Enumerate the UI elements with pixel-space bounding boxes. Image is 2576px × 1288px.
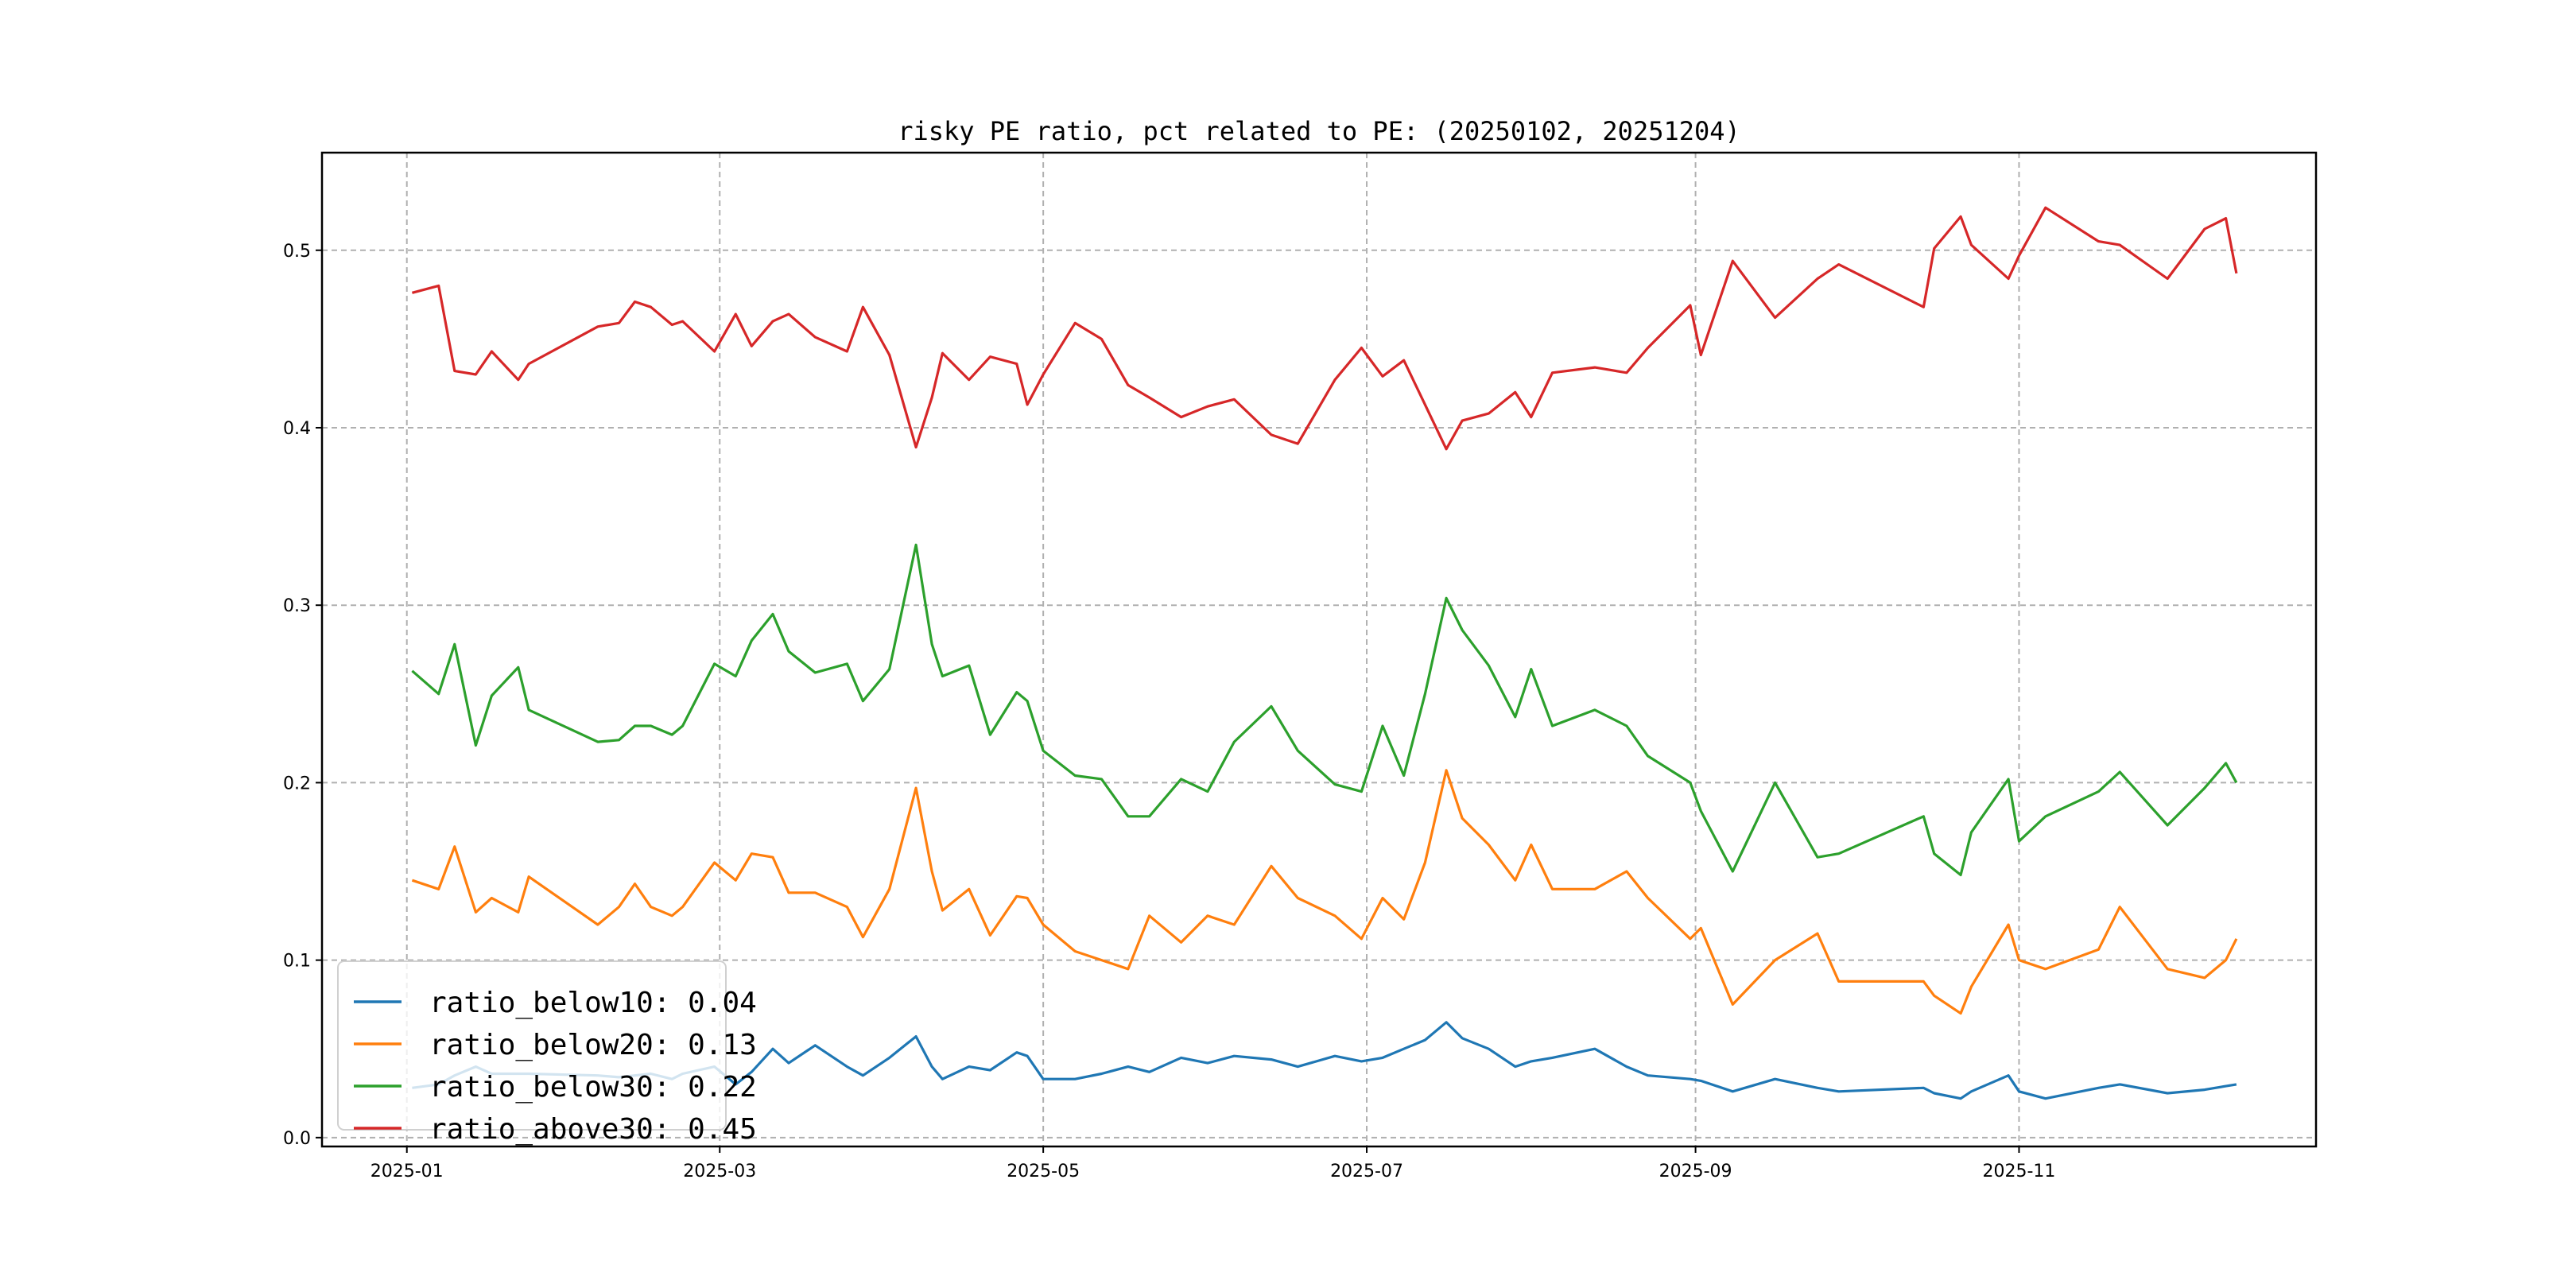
legend: ratio_below10: 0.04 ratio_below20: 0.13 ra… — [337, 960, 757, 1146]
grid — [322, 153, 2316, 1146]
legend-label-ratio_below30: ratio_below30: 0.22 — [429, 1071, 757, 1104]
y-tick-label: 0.5 — [283, 242, 311, 262]
axis-ticks: 2025-01 2025-03 2025-05 2025-07 2025-09 2025-… — [283, 242, 2055, 1181]
legend-label-ratio_below20: ratio_below20: 0.13 — [429, 1029, 757, 1061]
plot-frame — [320, 151, 2318, 1148]
series-line-ratio_below20 — [411, 769, 2238, 1015]
series-line-ratio_below30 — [411, 543, 2238, 877]
x-tick-label: 2025-03 — [683, 1162, 756, 1181]
series-line-ratio_above30 — [411, 206, 2238, 451]
legend-box — [337, 960, 727, 1131]
y-tick-label: 0.1 — [283, 952, 311, 972]
y-tick-label: 0.4 — [283, 419, 311, 439]
x-tick-label: 2025-09 — [1659, 1162, 1732, 1181]
legend-label-ratio_above30: ratio_above30: 0.45 — [429, 1113, 757, 1146]
x-tick-label: 2025-05 — [1007, 1162, 1080, 1181]
x-tick-label: 2025-01 — [370, 1162, 444, 1181]
y-tick-label: 0.3 — [283, 596, 311, 616]
chart-title: risky PE ratio, pct related to PE: (2025… — [898, 116, 1740, 146]
y-tick-label: 0.2 — [283, 774, 311, 793]
x-tick-label: 2025-07 — [1330, 1162, 1403, 1181]
series-lines — [411, 206, 2238, 1100]
y-tick-label: 0.0 — [283, 1129, 311, 1149]
x-tick-label: 2025-11 — [1983, 1162, 2056, 1181]
legend-label-ratio_below10: ratio_below10: 0.04 — [429, 987, 757, 1019]
